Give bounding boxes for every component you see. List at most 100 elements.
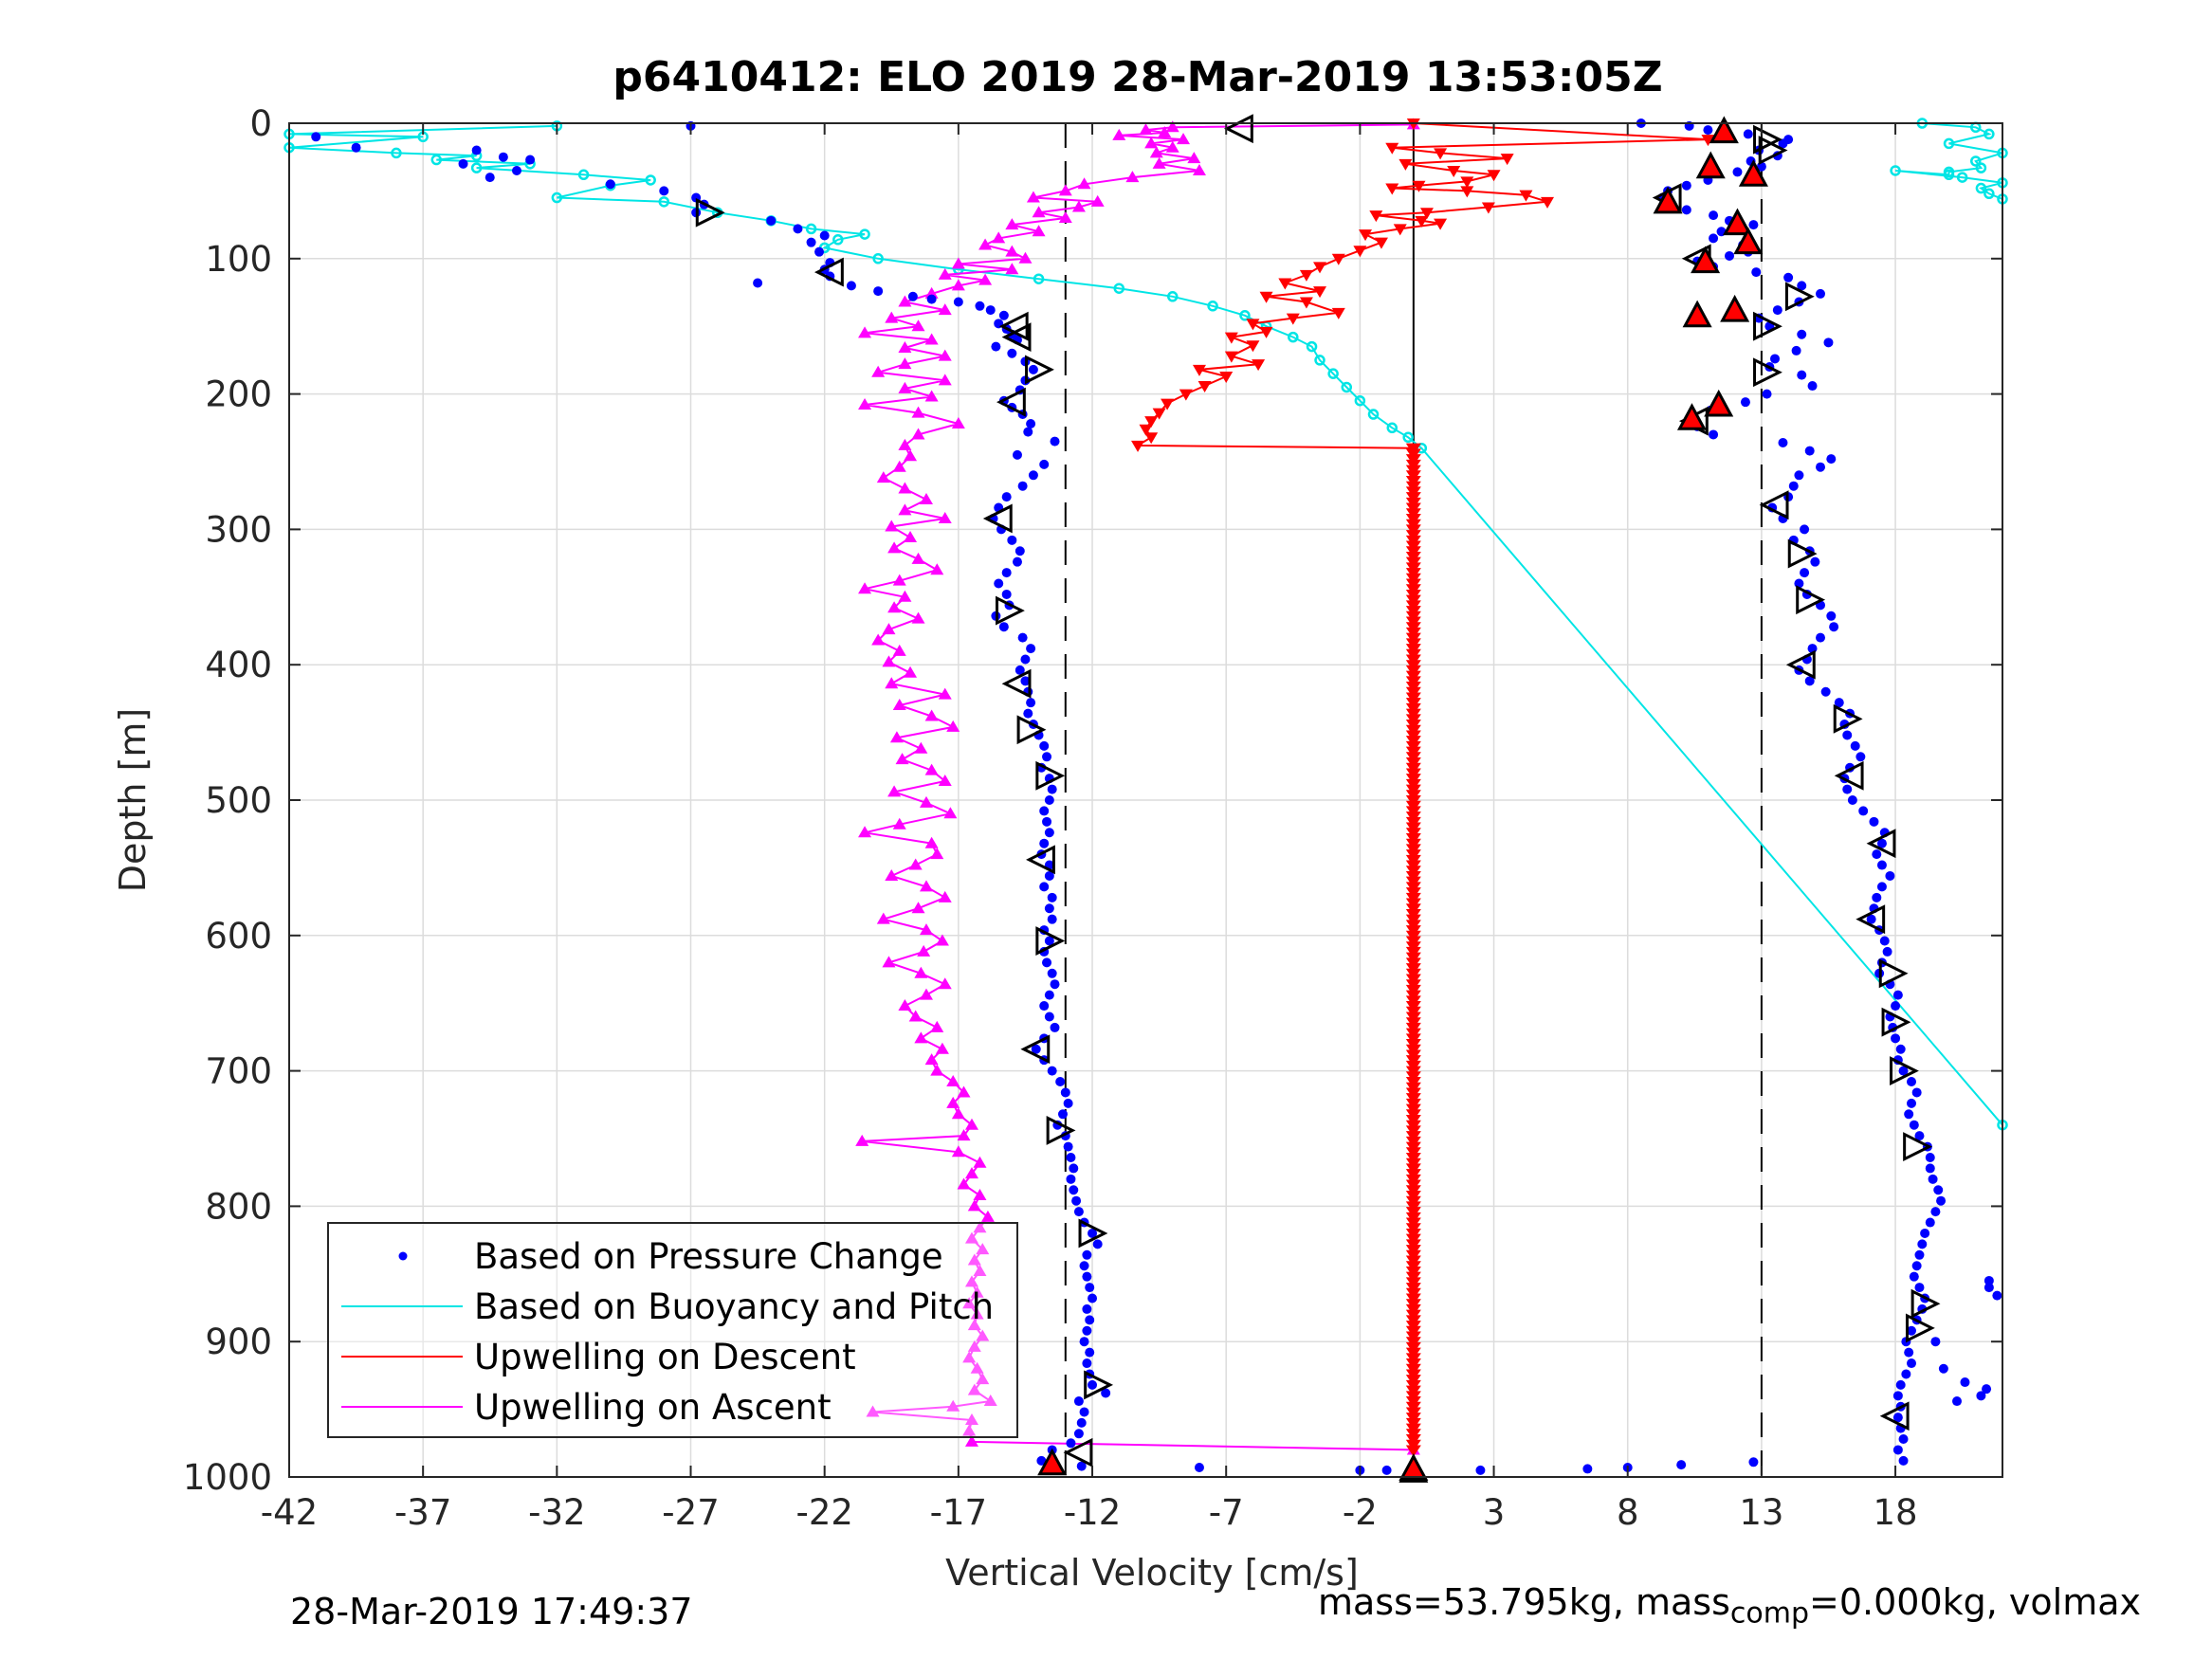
ascent-upwelling-marker <box>911 428 925 440</box>
waypoint-triangle-marker <box>1910 1288 1941 1319</box>
ascent-upwelling-marker <box>908 1010 923 1022</box>
buoyancy-point <box>1983 188 1995 200</box>
ascent-upwelling-marker <box>951 1145 965 1158</box>
ascent-upwelling-marker <box>930 848 944 860</box>
descent-upwelling-marker <box>1369 210 1383 223</box>
ascent-upwelling-marker <box>973 1264 987 1276</box>
ascent-upwelling-marker <box>962 1351 977 1363</box>
pressure-point <box>1983 1283 1994 1293</box>
pressure-point <box>1082 1304 1092 1314</box>
pressure-point <box>1778 138 1788 149</box>
ascent-upwelling-marker <box>946 1075 960 1087</box>
waypoint-triangle-marker <box>996 595 1025 626</box>
waypoint-triangle-marker <box>1759 490 1789 520</box>
buoyancy-point <box>1314 355 1325 366</box>
footer-timestamp: 28-Mar-2019 17:49:37 <box>290 1591 693 1632</box>
pressure-point <box>1582 1464 1593 1474</box>
ascent-upwelling-marker <box>876 912 890 924</box>
waypoint-triangle-marker <box>1078 1218 1108 1249</box>
ascent-upwelling-marker <box>976 1329 990 1341</box>
pressure-point <box>1876 838 1887 848</box>
ascent-upwelling-marker <box>930 563 944 575</box>
pressure-point <box>1907 1077 1917 1087</box>
buoyancy-point <box>1983 128 1995 140</box>
pressure-point <box>1930 1207 1941 1217</box>
pressure-point <box>1925 1152 1935 1162</box>
pressure-point <box>1783 272 1794 283</box>
descent-upwelling-marker <box>1192 364 1206 376</box>
pressure-point <box>1475 1465 1486 1475</box>
pressure-point <box>1088 1293 1098 1304</box>
pressure-point <box>1751 267 1762 278</box>
x-tick-label: -37 <box>394 1492 451 1533</box>
ascent-upwelling-marker <box>1125 171 1140 183</box>
pressure-point <box>511 165 521 175</box>
pressure-point <box>1071 1195 1082 1206</box>
pressure-point <box>998 622 1009 632</box>
ascent-upwelling-marker <box>858 582 872 594</box>
x-tick-label: 18 <box>1874 1492 1918 1533</box>
waypoint-triangle-marker <box>1020 1034 1051 1065</box>
pressure-point <box>1703 125 1713 136</box>
pressure-point <box>1709 210 1719 221</box>
pressure-point <box>1794 470 1804 481</box>
ascent-upwelling-marker <box>1071 200 1086 212</box>
pressure-point <box>985 305 996 316</box>
red-triangle-marker <box>1709 116 1739 144</box>
ascent-upwelling-marker <box>924 709 939 721</box>
chart-title: p6410412: ELO 2019 28-Mar-2019 13:53:05Z <box>612 53 1662 101</box>
pressure-point <box>1681 205 1691 215</box>
pressure-point <box>1028 364 1038 374</box>
pressure-point <box>311 132 321 142</box>
waypoint-triangle-marker <box>1833 703 1863 734</box>
x-tick-label: 3 <box>1483 1492 1506 1533</box>
ascent-upwelling-marker <box>882 623 896 635</box>
pressure-point <box>1879 936 1890 946</box>
waypoint-triangle-marker <box>1881 1007 1911 1037</box>
pressure-point <box>1044 828 1054 838</box>
ascent-upwelling-marker <box>885 311 899 323</box>
descent-upwelling-marker <box>1224 332 1238 344</box>
legend-item-pressure-swatch <box>398 1251 408 1261</box>
x-tick-label: -7 <box>1209 1492 1244 1533</box>
waypoint-triangle-marker <box>1001 322 1032 353</box>
ascent-upwelling-marker <box>924 1053 939 1066</box>
descent-upwelling-marker <box>1299 297 1313 309</box>
pressure-point <box>1001 589 1012 599</box>
waypoint-triangle-marker <box>1753 124 1782 155</box>
pressure-point <box>1039 459 1050 469</box>
pressure-point <box>814 246 825 257</box>
waypoint-triangle-marker <box>1753 311 1782 341</box>
pressure-point <box>926 294 937 304</box>
descent-upwelling-marker <box>1313 286 1327 299</box>
pressure-point <box>1876 860 1887 870</box>
pressure-point <box>1082 1271 1092 1282</box>
pressure-point <box>1015 665 1025 675</box>
ascent-upwelling-marker <box>1144 137 1159 149</box>
buoyancy-point <box>1113 283 1125 294</box>
pressure-point <box>1039 838 1050 848</box>
ascent-upwelling-marker <box>964 1413 978 1426</box>
descent-upwelling-marker <box>1434 148 1448 160</box>
pressure-point <box>1872 849 1882 860</box>
ascent-upwelling-marker <box>858 398 872 410</box>
buoyancy-point <box>391 147 402 159</box>
ascent-upwelling-marker <box>895 753 909 765</box>
ascent-upwelling-marker <box>978 273 993 285</box>
descent-upwelling-marker <box>1246 319 1260 331</box>
descent-upwelling-marker <box>1434 218 1448 230</box>
y-tick-label: 700 <box>205 1051 272 1092</box>
ascent-upwelling-marker <box>858 326 872 338</box>
x-tick-label: -2 <box>1343 1492 1378 1533</box>
ascent-upwelling-marker <box>1032 206 1046 218</box>
footer-mass-text-tail: =0.000kg, volmax <box>1809 1581 2142 1623</box>
pressure-point <box>1082 1325 1092 1336</box>
red-triangle-marker <box>1037 1448 1068 1476</box>
pressure-point <box>351 142 361 153</box>
pressure-point <box>1797 370 1807 380</box>
buoyancy-descent-line <box>288 124 2003 1126</box>
waypoint-triangle-marker <box>1878 958 1909 989</box>
pressure-point <box>1762 389 1772 399</box>
waypoint-triangle-marker <box>996 387 1026 417</box>
pressure-point <box>1082 1249 1092 1260</box>
